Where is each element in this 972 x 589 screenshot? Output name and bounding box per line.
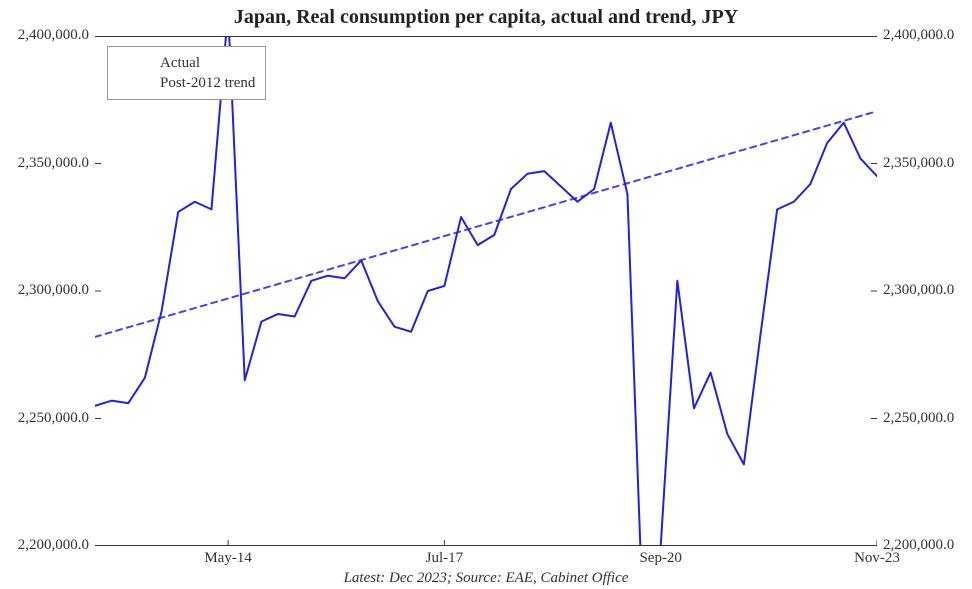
x-axis-label: Nov-23 [854, 550, 900, 567]
y-axis-label-left: 2,200,000.0 [18, 537, 89, 554]
series-trend [95, 111, 877, 337]
legend-item-trend: Post-2012 trend [118, 73, 255, 93]
plot-svg [95, 36, 877, 546]
x-axis-label: Jul-17 [426, 550, 464, 567]
legend-label-actual: Actual [160, 55, 200, 72]
legend-label-trend: Post-2012 trend [160, 75, 255, 92]
y-axis-label-right: 2,250,000.0 [883, 410, 954, 427]
x-axis-label: Sep-20 [639, 550, 682, 567]
legend: Actual Post-2012 trend [107, 46, 266, 100]
y-axis-label-left: 2,400,000.0 [18, 27, 89, 44]
y-axis-label-right: 2,350,000.0 [883, 155, 954, 172]
y-axis-label-left: 2,350,000.0 [18, 155, 89, 172]
y-axis-label-right: 2,300,000.0 [883, 282, 954, 299]
y-axis-label-right: 2,400,000.0 [883, 27, 954, 44]
chart-caption: Latest: Dec 2023; Source: EAE, Cabinet O… [0, 570, 972, 587]
chart-title: Japan, Real consumption per capita, actu… [0, 6, 972, 29]
y-axis-label-left: 2,300,000.0 [18, 282, 89, 299]
legend-item-actual: Actual [118, 53, 255, 73]
plot-area: Actual Post-2012 trend [95, 36, 877, 546]
x-axis-label: May-14 [204, 550, 252, 567]
y-axis-label-left: 2,250,000.0 [18, 410, 89, 427]
series-actual [95, 36, 877, 546]
chart-container: Japan, Real consumption per capita, actu… [0, 0, 972, 589]
